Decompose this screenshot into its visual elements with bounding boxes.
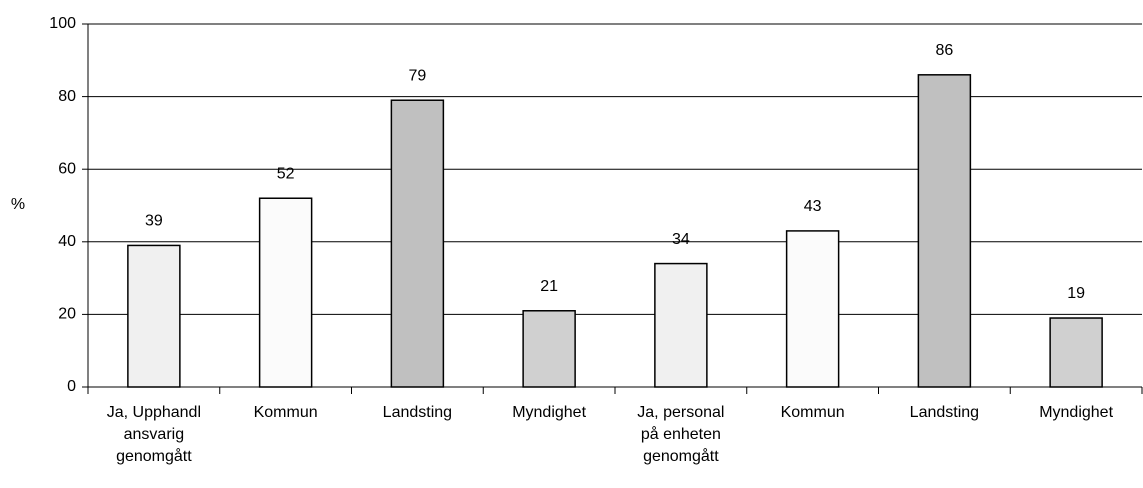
x-tick-label: Kommun [781, 404, 845, 421]
bar [917, 74, 972, 388]
bar [258, 197, 313, 388]
y-tick-label: 80 [58, 88, 76, 105]
value-label: 86 [935, 42, 953, 59]
x-tick-label: Landsting [910, 404, 979, 421]
bar [654, 262, 708, 388]
x-tick-label: Ja, personal på enheten genomgått [637, 404, 724, 465]
value-label: 52 [277, 165, 295, 182]
x-tick-label: Myndighet [1039, 404, 1113, 421]
value-label: 43 [804, 198, 822, 215]
x-tick-label: Ja, Upphandl ansvarig genomgått [107, 404, 201, 465]
bar [785, 230, 840, 388]
bar [522, 310, 576, 388]
y-tick-label: 20 [58, 306, 76, 323]
bar [1049, 317, 1103, 388]
value-label: 39 [145, 213, 163, 230]
y-tick-label: 60 [58, 160, 76, 177]
x-tick-label: Kommun [254, 404, 318, 421]
value-label: 21 [540, 278, 558, 295]
value-label: 19 [1067, 285, 1085, 302]
y-tick-label: 0 [67, 378, 76, 395]
y-tick-label: 100 [49, 15, 76, 32]
bar [127, 244, 181, 388]
x-tick-label: Landsting [383, 404, 452, 421]
bar [390, 99, 445, 388]
x-tick-label: Myndighet [512, 404, 586, 421]
y-axis-label: % [11, 196, 25, 213]
y-tick-label: 40 [58, 233, 76, 250]
value-label: 79 [408, 67, 426, 84]
value-label: 34 [672, 231, 690, 248]
